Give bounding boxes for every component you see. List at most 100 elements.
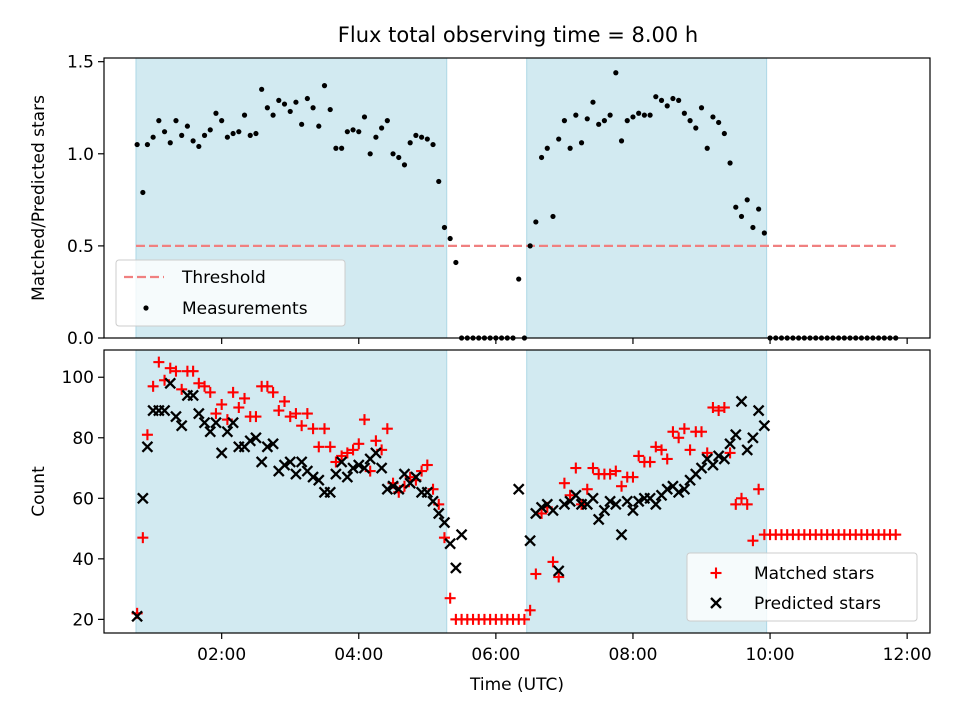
marker-stroke: [387, 480, 399, 493]
measurement-point: [407, 140, 413, 146]
matched-star-point: [307, 423, 319, 435]
measurement-point: [527, 243, 533, 249]
y-tick-label: 0.0: [67, 329, 94, 349]
marker-stroke: [552, 565, 565, 577]
marker-stroke: [535, 501, 548, 514]
measurement-point: [664, 103, 670, 109]
predicted-star-point: [352, 459, 365, 471]
matched-star-point: [570, 462, 582, 474]
measurement-point: [533, 219, 539, 225]
predicted-star-point: [695, 462, 708, 474]
predicted-star-point: [729, 428, 742, 441]
measurement-point: [413, 132, 419, 138]
predicted-star-point: [295, 456, 308, 468]
measurement-point: [207, 127, 213, 133]
matched-star-point: [239, 392, 251, 404]
measurement-point: [259, 86, 265, 92]
legend-box: [115, 259, 346, 327]
measurement-point: [750, 224, 756, 231]
matched-star-point: [216, 398, 228, 410]
matched-star-point: [713, 405, 725, 417]
matched-star-point: [718, 402, 730, 414]
measurement-point: [390, 151, 396, 157]
marker-stroke: [193, 407, 205, 420]
measurement-point: [613, 70, 619, 76]
measurement-point: [424, 136, 430, 142]
marker-stroke: [747, 431, 759, 444]
matched-star-point: [176, 383, 188, 395]
measurement-point: [241, 112, 248, 118]
predicted-star-point: [278, 459, 291, 471]
predicted-star-point: [210, 416, 222, 429]
matched-star-point: [536, 507, 548, 519]
count-y-axis-label: Count: [29, 466, 49, 517]
marker-stroke: [410, 471, 422, 483]
measurement-point: [264, 105, 270, 111]
y-tick-label: 1.5: [67, 53, 94, 73]
marker-stroke: [370, 447, 382, 459]
matched-star-point: [684, 444, 696, 456]
marker-stroke: [592, 513, 605, 526]
marker-stroke: [758, 419, 771, 432]
marker-stroke: [678, 483, 691, 496]
count-y-axis: 20 40 60 80 100: [62, 368, 104, 630]
measurement-point: [584, 116, 590, 122]
marker-stroke: [649, 498, 662, 511]
y-tick-label: 100: [62, 368, 94, 388]
predicted-star-point: [747, 431, 759, 444]
marker-stroke: [141, 441, 154, 453]
legend-label: Matched stars: [754, 564, 874, 584]
measurement-point: [453, 259, 459, 266]
measurement-point: [607, 112, 613, 118]
measurement-point: [196, 143, 202, 150]
matched-star-point: [187, 365, 199, 377]
marker-stroke: [695, 462, 708, 474]
matched-star-point: [696, 426, 708, 438]
measurement-point: [396, 154, 402, 161]
measurement-point: [710, 114, 716, 120]
marker-stroke: [450, 562, 462, 574]
measurement-point: [384, 118, 390, 124]
predicted-star-point: [307, 471, 319, 483]
measurement-point: [230, 130, 236, 137]
y-tick-label: 60: [72, 489, 94, 509]
ratio-x-axis: [221, 338, 908, 344]
predicted-star-point: [598, 504, 611, 517]
marker-stroke: [438, 516, 451, 529]
marker-stroke: [735, 395, 748, 408]
marker-stroke: [610, 498, 622, 511]
predicted-star-point: [131, 610, 143, 623]
measurement-point: [590, 99, 596, 105]
predicted-star-point: [267, 438, 279, 450]
matched-star-point: [553, 571, 565, 583]
measurement-point: [356, 129, 362, 135]
predicted-star-point: [141, 441, 154, 453]
measurement-point: [601, 118, 607, 124]
marker-stroke: [421, 486, 434, 499]
marker-stroke: [427, 495, 439, 508]
matched-star-point: [170, 365, 182, 377]
marker-stroke: [524, 534, 536, 547]
matched-star-point: [747, 535, 759, 547]
measurement-point: [253, 130, 259, 137]
matched-star-point: [313, 441, 325, 453]
predicted-star-point: [198, 416, 211, 429]
marker-stroke: [330, 468, 342, 480]
predicted-star-point: [661, 483, 674, 496]
legend-predicted-swatch: [710, 597, 722, 609]
predicted-star-point: [758, 419, 771, 432]
predicted-star-point: [535, 501, 548, 514]
marker-stroke: [284, 456, 297, 468]
predicted-star-point: [335, 456, 348, 468]
x-tick-label: 04:00: [334, 645, 383, 665]
predicted-star-point: [627, 504, 639, 517]
measurement-point: [333, 145, 339, 151]
predicted-star-point: [261, 441, 274, 453]
predicted-star-point: [250, 431, 262, 444]
marker-stroke: [227, 416, 239, 429]
matched-star-point: [358, 414, 370, 426]
marker-stroke: [661, 483, 674, 496]
x-tick-label: 02:00: [197, 645, 246, 665]
predicted-star-point: [341, 471, 354, 483]
matched-star-point: [530, 568, 542, 580]
